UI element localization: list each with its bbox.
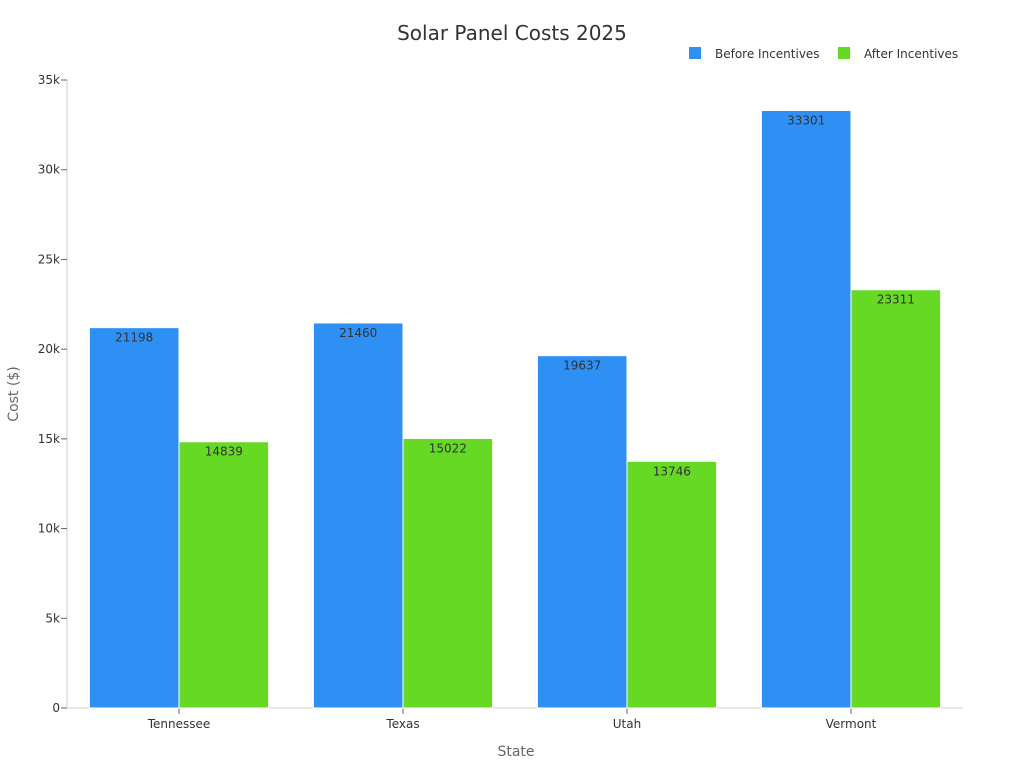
- y-tick-label: 25k: [38, 252, 60, 266]
- x-tick-label: Vermont: [826, 717, 877, 731]
- legend-label-before-incentives: Before Incentives: [715, 47, 820, 61]
- y-tick-label: 0: [52, 701, 60, 715]
- y-tick-label: 20k: [38, 342, 60, 356]
- y-tick-label: 30k: [38, 163, 60, 177]
- legend: Before Incentives After Incentives: [689, 47, 958, 61]
- bar-after-vermont: [850, 289, 942, 709]
- y-tick-label: 15k: [38, 432, 60, 446]
- data-label: 19637: [563, 359, 601, 373]
- y-axis: 0 5k 10k 15k 20k 25k 30k 35k: [38, 73, 68, 715]
- data-label: 14839: [205, 445, 243, 459]
- y-tick-label: 35k: [38, 73, 60, 87]
- data-label: 15022: [429, 441, 467, 455]
- data-label: 33301: [787, 113, 825, 127]
- bar-after-tennessee: [178, 441, 270, 709]
- bar-before-texas: [312, 322, 404, 709]
- legend-swatch-before-incentives: [689, 47, 701, 59]
- bars: [88, 109, 942, 709]
- bar-before-tennessee: [88, 327, 180, 709]
- chart-title: Solar Panel Costs 2025: [397, 21, 627, 45]
- data-label: 23311: [877, 293, 915, 307]
- x-tick-label: Utah: [613, 717, 641, 731]
- y-tick-label: 10k: [38, 522, 60, 536]
- bar-before-utah: [536, 355, 628, 709]
- y-tick-label: 5k: [45, 611, 60, 625]
- data-label: 21198: [115, 331, 153, 345]
- x-axis: Tennessee Texas Utah Vermont: [67, 707, 963, 731]
- legend-swatch-after-incentives: [838, 47, 850, 59]
- legend-label-after-incentives: After Incentives: [864, 47, 958, 61]
- bar-after-utah: [626, 460, 718, 709]
- x-tick-label: Texas: [385, 717, 419, 731]
- x-axis-title: State: [497, 744, 534, 760]
- data-labels: 21198 14839 21460 15022 19637 13746 33301 23311: [115, 113, 915, 478]
- x-tick-label: Tennessee: [147, 717, 211, 731]
- data-label: 13746: [653, 464, 691, 478]
- data-label: 21460: [339, 326, 377, 340]
- y-axis-title: Cost ($): [6, 366, 22, 421]
- bar-after-texas: [402, 437, 494, 709]
- bar-before-vermont: [760, 109, 852, 709]
